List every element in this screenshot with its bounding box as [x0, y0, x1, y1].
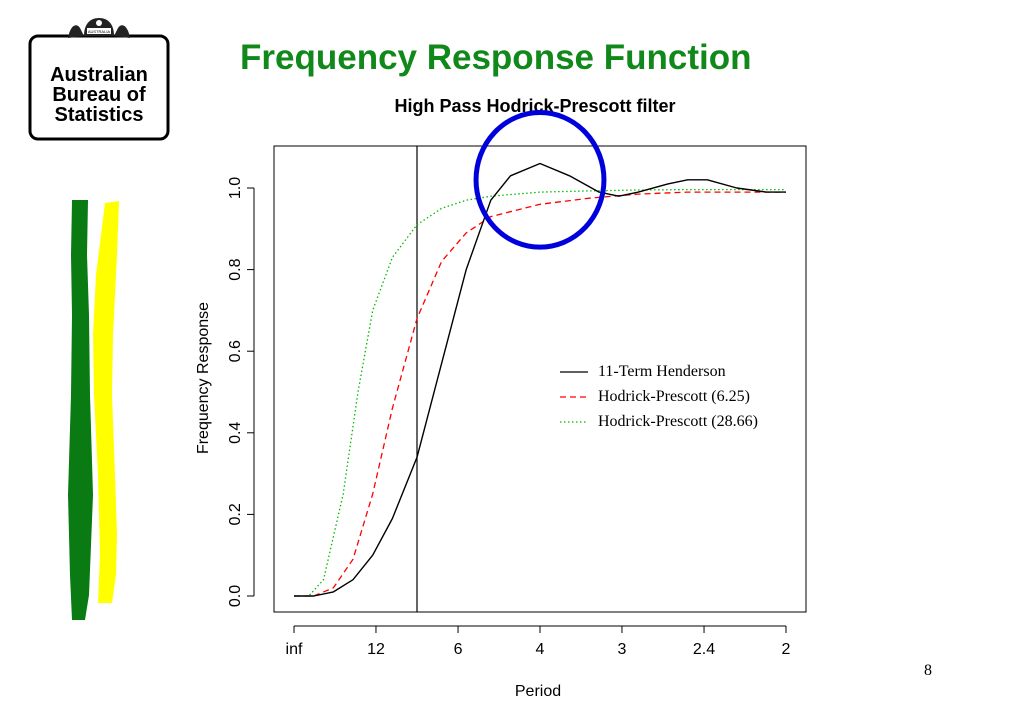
y-tick-label: 0.8 [227, 258, 244, 280]
series-line-0 [294, 162, 786, 597]
yellow-stripe [93, 201, 119, 603]
x-tick-label: 12 [367, 641, 385, 658]
x-tick-label: inf [286, 641, 303, 658]
slide-title: Frequency Response Function [240, 38, 752, 77]
series-line-1 [294, 191, 786, 597]
legend-label-1: Hodrick-Prescott (6.25) [598, 388, 750, 405]
x-tick-label: 2 [782, 641, 791, 658]
frequency-response-chart: High Pass Hodrick-Prescott filter 0.0 0.2… [195, 96, 807, 700]
page-number: 8 [924, 662, 932, 679]
x-tick-label: 4 [536, 641, 545, 658]
abs-logo: AUSTRALIA Australian Bureau of Statistic… [28, 18, 170, 141]
x-axis-label: Period [515, 683, 561, 700]
logo-line-1: Australian [50, 64, 148, 86]
crest-label: AUSTRALIA [88, 29, 111, 34]
green-stripe [68, 200, 93, 620]
series-lines [294, 162, 786, 597]
legend-label-0: 11-Term Henderson [598, 363, 726, 380]
y-tick-label: 0.2 [227, 503, 244, 525]
logo-line-2: Bureau of [52, 84, 146, 106]
legend-label-2: Hodrick-Prescott (28.66) [598, 413, 758, 430]
y-tick-label: 0.0 [227, 585, 244, 607]
y-tick-label: 0.6 [227, 340, 244, 362]
series-line-2 [294, 188, 786, 597]
x-tick-label: 2.4 [693, 641, 715, 658]
axes: 0.0 0.2 0.4 0.6 0.8 1.0 inf 12 6 4 3 2.4 2 [227, 146, 791, 658]
crest-icon [68, 18, 130, 38]
x-tick-label: 6 [454, 641, 463, 658]
decorative-stripes [68, 200, 119, 620]
x-tick-label: 3 [618, 641, 627, 658]
y-tick-label: 0.4 [227, 422, 244, 444]
chart-title: High Pass Hodrick-Prescott filter [394, 96, 675, 116]
plot-frame [273, 145, 807, 613]
highlight-ellipse [473, 110, 607, 250]
y-tick-label: 1.0 [227, 177, 244, 199]
legend: 11-Term Henderson Hodrick-Prescott (6.25)… [560, 363, 758, 430]
y-axis-label: Frequency Response [195, 302, 212, 454]
logo-line-3: Statistics [55, 104, 144, 126]
